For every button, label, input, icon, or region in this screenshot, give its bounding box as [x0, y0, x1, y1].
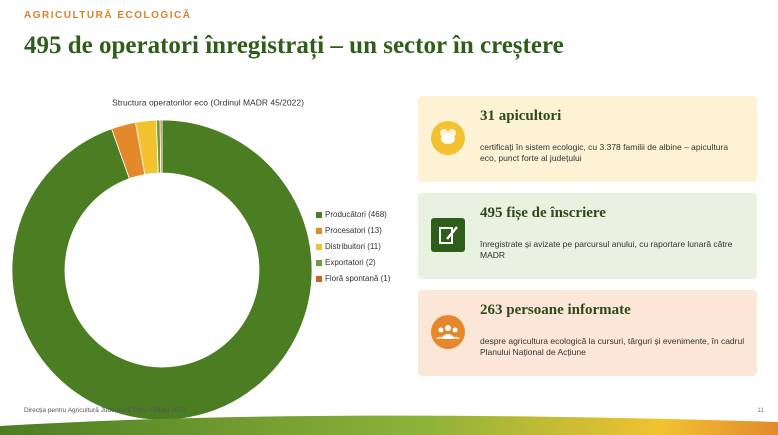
card-title: 263 persoane informate: [480, 302, 631, 318]
card-title: 31 apicultori: [480, 108, 562, 124]
footer-source: Direcția pentru Agricultură Județeană Si…: [24, 407, 186, 414]
slide-title: 495 de operatori înregistrați – un secto…: [24, 32, 564, 59]
page-number: 11: [757, 407, 764, 414]
icon: [431, 315, 465, 349]
icon: [431, 218, 465, 252]
legend-swatch: [316, 212, 322, 218]
legend-swatch: [316, 228, 322, 234]
chart-title: Structura operatorilor eco (Ordinul MADR…: [112, 97, 304, 107]
legend-label: Procesatori (13): [325, 226, 382, 235]
card: 263 persoane informate despre agricultur…: [418, 290, 757, 376]
legend-swatch: [316, 276, 322, 282]
card-text: înregistrate și avizate pe parcursul anu…: [480, 239, 733, 260]
card: 495 fișe de înscriere înregistrate și av…: [418, 193, 757, 279]
legend-label: Distribuitori (11): [325, 242, 381, 251]
kicker: AGRICULTURĂ ECOLOGICĂ: [24, 10, 192, 21]
chart: Structura operatorilor eco (Ordinul MADR…: [11, 97, 391, 421]
icon: [431, 121, 465, 155]
legend-swatch: [316, 244, 322, 250]
card: 31 apicultori certificați în sistem ecol…: [418, 96, 757, 182]
card-title: 495 fișe de înscriere: [480, 205, 606, 221]
legend-label: Producători (468): [325, 210, 387, 219]
donut-slice: [159, 119, 163, 174]
card-text: despre agricultura ecologică la cursuri,…: [480, 336, 745, 357]
legend-label: Floră spontană (1): [325, 274, 391, 283]
card-text: certificați în sistem ecologic, cu 3.378…: [480, 142, 729, 163]
legend-swatch: [316, 260, 322, 266]
legend-label: Exportatori (2): [325, 258, 376, 267]
footer-wave: [0, 415, 778, 435]
donut-slice: [11, 119, 313, 421]
